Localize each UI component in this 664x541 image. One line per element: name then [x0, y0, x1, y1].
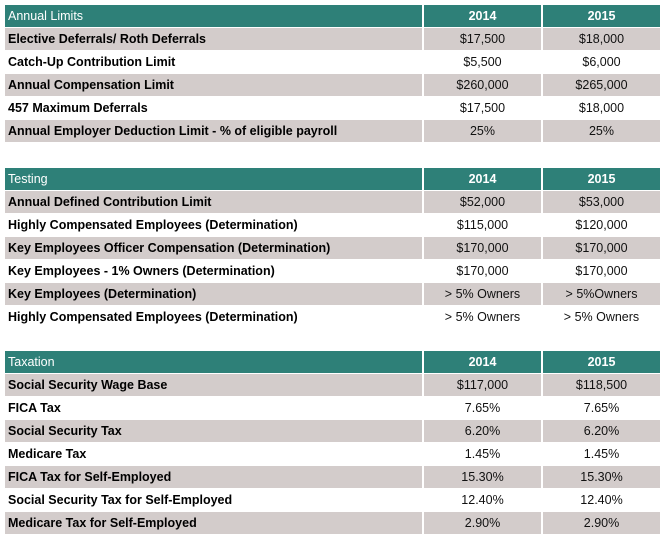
row-value-2014: $260,000: [422, 74, 541, 97]
row-value-2015: 7.65%: [541, 397, 660, 420]
row-value-2014: $170,000: [422, 260, 541, 283]
table-row: Social Security Wage Base $117,000 $118,…: [5, 374, 660, 397]
row-value-2015: 1.45%: [541, 443, 660, 466]
row-label: Social Security Tax for Self-Employed: [5, 489, 422, 512]
row-value-2015: 15.30%: [541, 466, 660, 489]
row-value-2015: $18,000: [541, 97, 660, 120]
table-row: Key Employees (Determination) > 5% Owner…: [5, 283, 660, 306]
row-value-2015: > 5% Owners: [541, 306, 660, 329]
row-label: 457 Maximum Deferrals: [5, 97, 422, 120]
table-row: Annual Defined Contribution Limit $52,00…: [5, 191, 660, 214]
row-label: Medicare Tax: [5, 443, 422, 466]
row-value-2014: $170,000: [422, 237, 541, 260]
row-label: Annual Employer Deduction Limit - % of e…: [5, 120, 422, 143]
row-value-2014: $52,000: [422, 191, 541, 214]
row-label: Annual Defined Contribution Limit: [5, 191, 422, 214]
table-row: Key Employees Officer Compensation (Dete…: [5, 237, 660, 260]
row-value-2015: $170,000: [541, 260, 660, 283]
row-value-2015: $170,000: [541, 237, 660, 260]
row-label: Highly Compensated Employees (Determinat…: [5, 306, 422, 329]
row-value-2014: 15.30%: [422, 466, 541, 489]
table-title: Annual Limits: [5, 5, 422, 28]
year-header: 2015: [541, 5, 660, 28]
row-label: Elective Deferrals/ Roth Deferrals: [5, 28, 422, 51]
row-value-2015: 12.40%: [541, 489, 660, 512]
table-row: Catch-Up Contribution Limit $5,500 $6,00…: [5, 51, 660, 74]
row-value-2014: $115,000: [422, 214, 541, 237]
row-value-2015: $120,000: [541, 214, 660, 237]
row-value-2015: $53,000: [541, 191, 660, 214]
row-value-2015: $265,000: [541, 74, 660, 97]
row-value-2015: 6.20%: [541, 420, 660, 443]
row-label: Social Security Tax: [5, 420, 422, 443]
row-value-2014: $5,500: [422, 51, 541, 74]
row-label: FICA Tax: [5, 397, 422, 420]
year-header: 2014: [422, 168, 541, 191]
annual-limits-table: Annual Limits 2014 2015 Elective Deferra…: [5, 5, 660, 143]
row-label: Key Employees Officer Compensation (Dete…: [5, 237, 422, 260]
year-header: 2015: [541, 168, 660, 191]
row-label: Highly Compensated Employees (Determinat…: [5, 214, 422, 237]
year-header: 2014: [422, 351, 541, 374]
table-row: Medicare Tax 1.45% 1.45%: [5, 443, 660, 466]
row-value-2015: $118,500: [541, 374, 660, 397]
row-value-2015: $6,000: [541, 51, 660, 74]
row-value-2014: 2.90%: [422, 512, 541, 535]
row-value-2014: > 5% Owners: [422, 306, 541, 329]
table-row: Annual Compensation Limit $260,000 $265,…: [5, 74, 660, 97]
row-label: Key Employees - 1% Owners (Determination…: [5, 260, 422, 283]
table-title: Taxation: [5, 351, 422, 374]
row-value-2014: 25%: [422, 120, 541, 143]
table-row: Key Employees - 1% Owners (Determination…: [5, 260, 660, 283]
year-header: 2014: [422, 5, 541, 28]
table-row: Medicare Tax for Self-Employed 2.90% 2.9…: [5, 512, 660, 535]
table-row: Social Security Tax for Self-Employed 12…: [5, 489, 660, 512]
table-header-row: Taxation 2014 2015: [5, 351, 660, 374]
row-label: FICA Tax for Self-Employed: [5, 466, 422, 489]
table-row: Social Security Tax 6.20% 6.20%: [5, 420, 660, 443]
row-value-2015: 2.90%: [541, 512, 660, 535]
row-label: Catch-Up Contribution Limit: [5, 51, 422, 74]
row-label: Key Employees (Determination): [5, 283, 422, 306]
table-row: Highly Compensated Employees (Determinat…: [5, 214, 660, 237]
row-value-2015: > 5%Owners: [541, 283, 660, 306]
row-value-2014: 12.40%: [422, 489, 541, 512]
table-header-row: Testing 2014 2015: [5, 168, 660, 191]
testing-table: Testing 2014 2015 Annual Defined Contrib…: [5, 168, 660, 329]
row-value-2014: $17,500: [422, 97, 541, 120]
row-value-2014: 7.65%: [422, 397, 541, 420]
row-label: Medicare Tax for Self-Employed: [5, 512, 422, 535]
row-value-2014: > 5% Owners: [422, 283, 541, 306]
row-value-2014: $117,000: [422, 374, 541, 397]
row-value-2014: $17,500: [422, 28, 541, 51]
row-label: Social Security Wage Base: [5, 374, 422, 397]
table-row: 457 Maximum Deferrals $17,500 $18,000: [5, 97, 660, 120]
row-value-2015: 25%: [541, 120, 660, 143]
table-header-row: Annual Limits 2014 2015: [5, 5, 660, 28]
table-row: FICA Tax for Self-Employed 15.30% 15.30%: [5, 466, 660, 489]
taxation-table: Taxation 2014 2015 Social Security Wage …: [5, 351, 660, 535]
table-row: Elective Deferrals/ Roth Deferrals $17,5…: [5, 28, 660, 51]
row-value-2014: 6.20%: [422, 420, 541, 443]
table-row: FICA Tax 7.65% 7.65%: [5, 397, 660, 420]
row-value-2015: $18,000: [541, 28, 660, 51]
table-row: Highly Compensated Employees (Determinat…: [5, 306, 660, 329]
year-header: 2015: [541, 351, 660, 374]
row-value-2014: 1.45%: [422, 443, 541, 466]
table-row: Annual Employer Deduction Limit - % of e…: [5, 120, 660, 143]
table-title: Testing: [5, 168, 422, 191]
row-label: Annual Compensation Limit: [5, 74, 422, 97]
